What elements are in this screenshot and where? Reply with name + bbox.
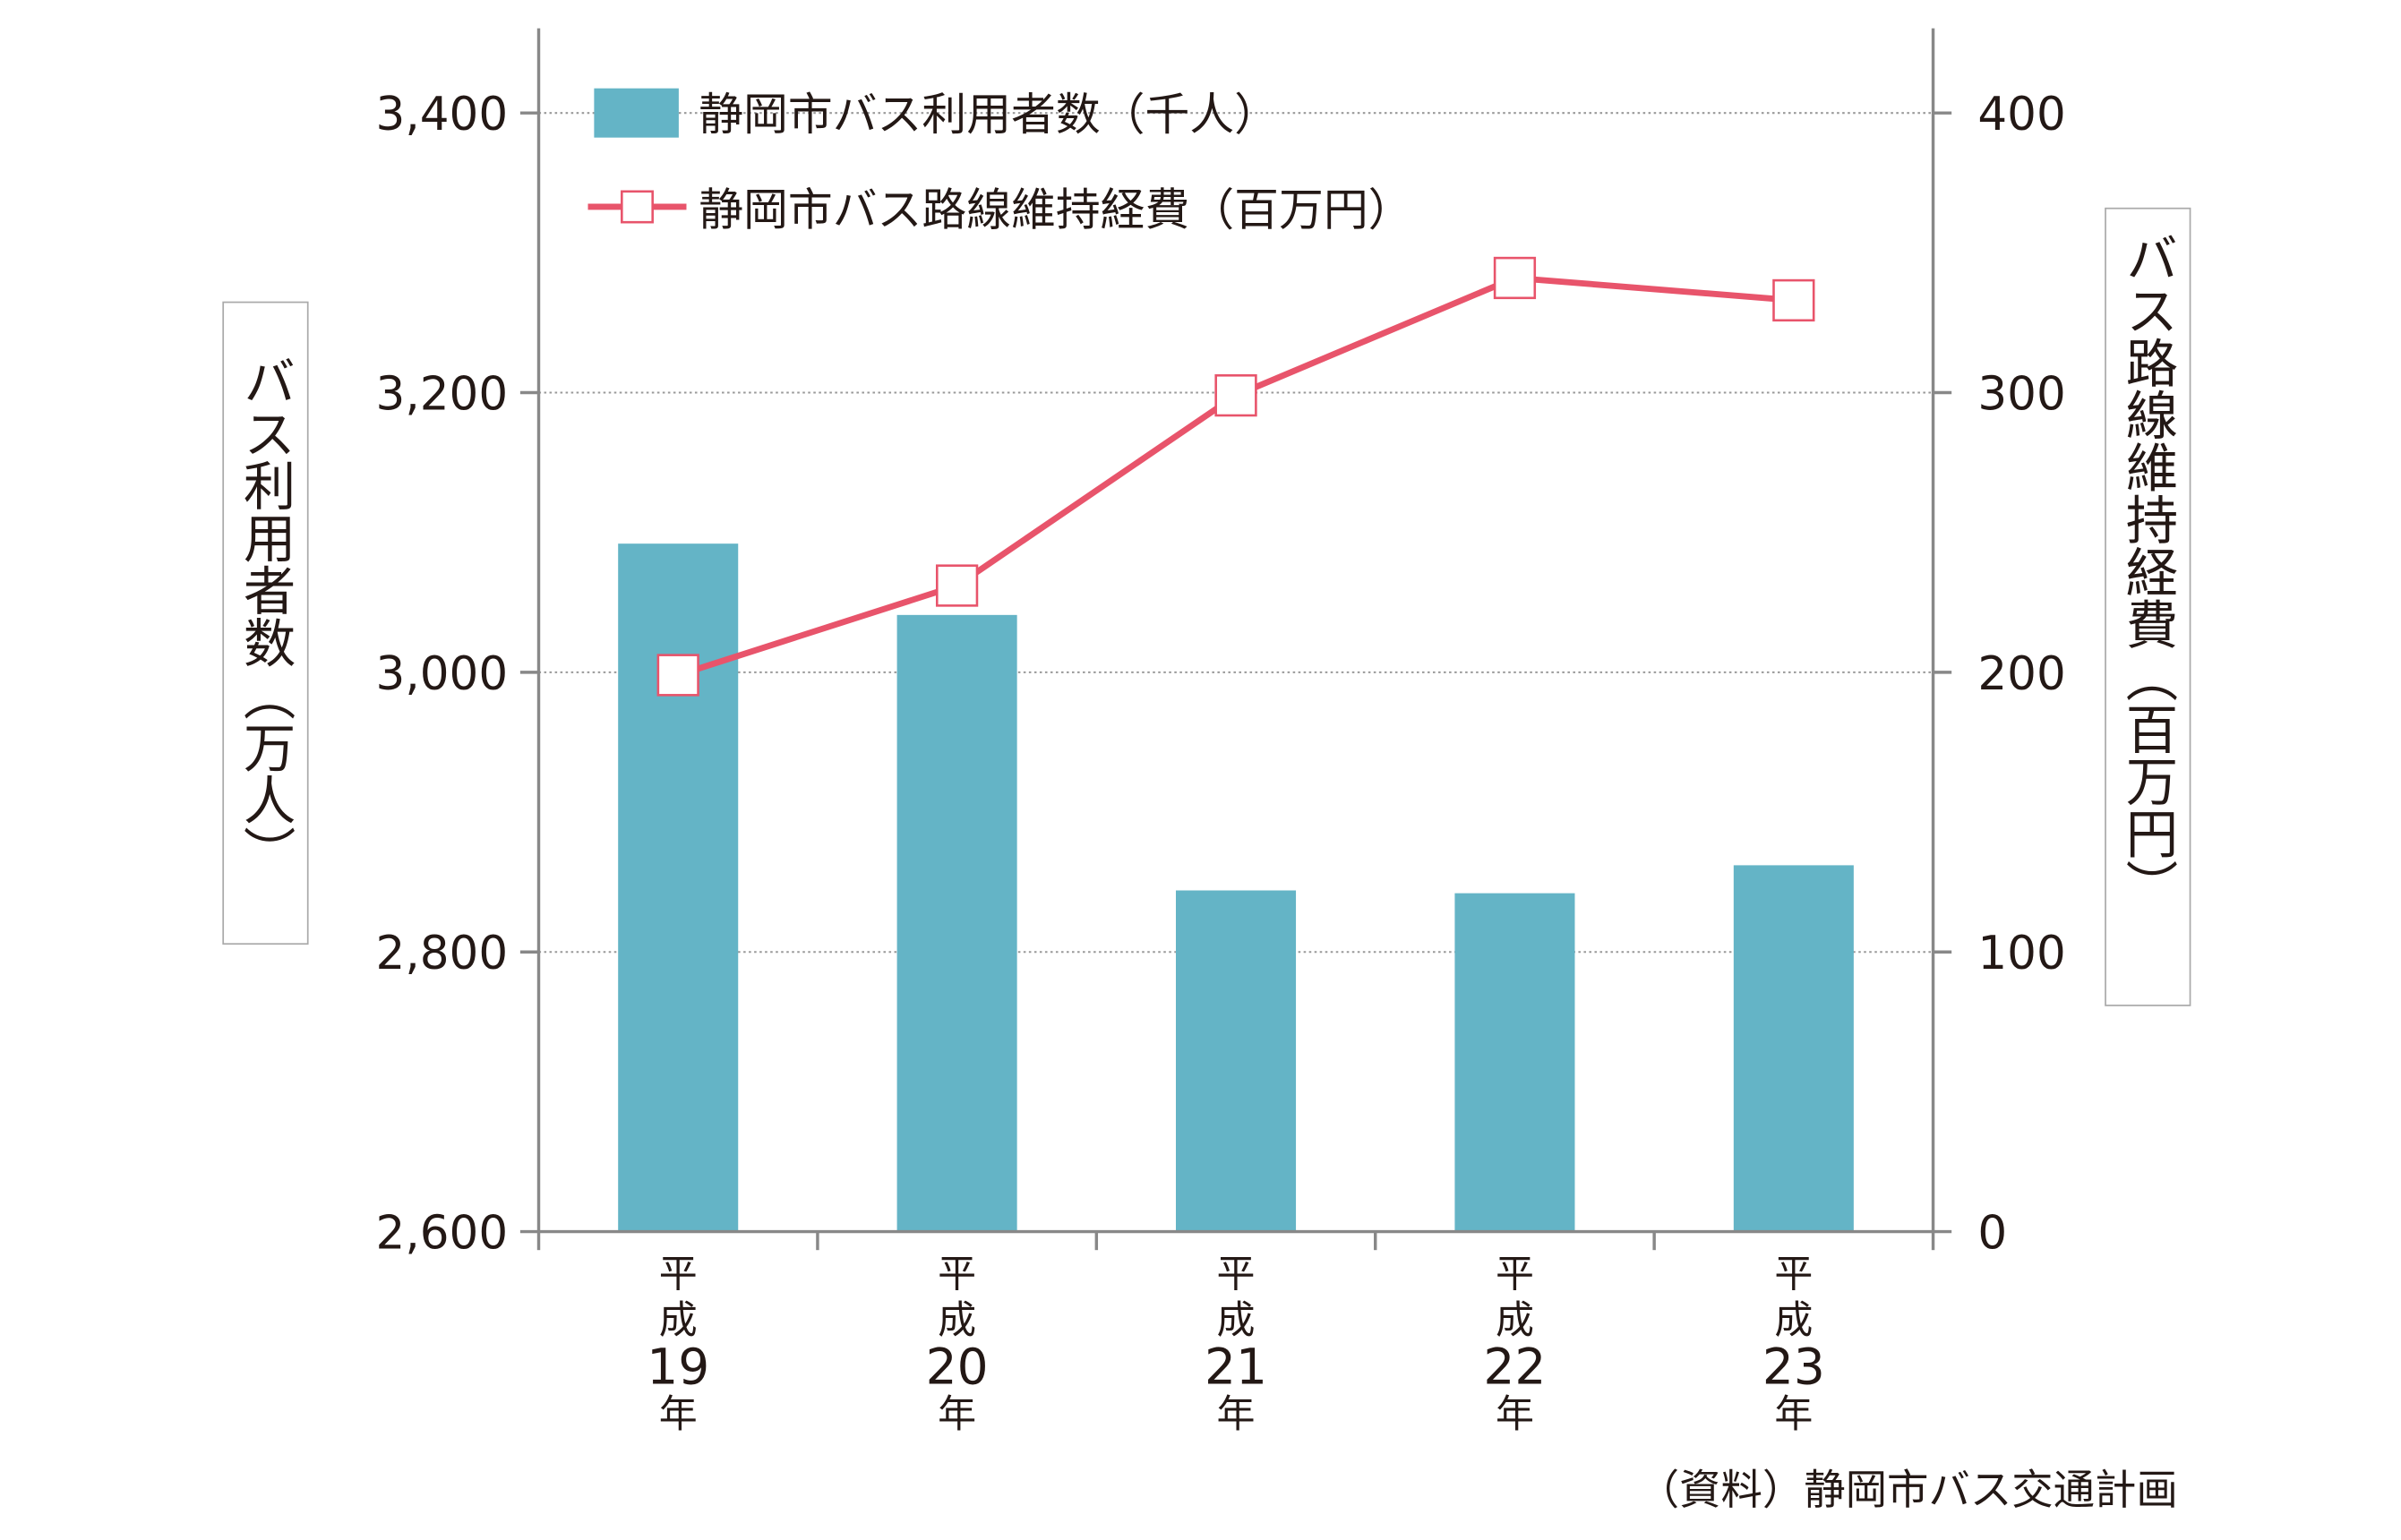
category-era-1: 平: [1496, 1252, 1534, 1296]
legend-bar-label: 静岡市バス利用者数（千人）: [699, 89, 1279, 141]
left-axis-title-box: [222, 301, 309, 945]
category-suffix: 年: [1774, 1392, 1813, 1437]
bar-22: [1454, 893, 1575, 1232]
right-tick-label: 300: [1977, 367, 2065, 421]
legend-bar-swatch: [594, 88, 679, 138]
left-tick-labels: 2,600 2,800 3,000 3,200 3,400: [376, 88, 509, 1260]
left-tick-label: 3,200: [376, 367, 509, 421]
category-era-1: 平: [1217, 1252, 1256, 1296]
line-marker-22: [1493, 256, 1537, 300]
category-suffix: 年: [1496, 1392, 1534, 1437]
right-tick-label: 0: [1977, 1206, 2007, 1260]
bar-21: [1176, 890, 1297, 1232]
line-marker-20: [935, 564, 979, 607]
bar-19: [618, 543, 739, 1232]
category-suffix: 年: [1217, 1392, 1256, 1437]
right-tick-label: 200: [1977, 647, 2065, 701]
legend-line-marker: [621, 190, 654, 224]
category-era-2: 成: [659, 1298, 698, 1343]
left-tick-label: 2,800: [376, 927, 509, 980]
left-tick-label: 3,400: [376, 88, 509, 141]
category-year: 22: [1483, 1339, 1546, 1396]
left-axis-title-text: バス利用者数（万人）: [235, 355, 296, 877]
left-tick-label: 2,600: [376, 1206, 509, 1260]
legend-line-label: 静岡市バス路線維持経費（百万円）: [699, 184, 1412, 236]
category-year: 19: [647, 1339, 709, 1396]
category-era-2: 成: [938, 1298, 976, 1343]
axes: [519, 28, 1952, 1251]
category-era-2: 成: [1774, 1298, 1813, 1343]
category-suffix: 年: [659, 1392, 698, 1437]
right-axis-title-text: バス路線維持経費（百万円）: [2116, 231, 2177, 911]
category-suffix: 年: [938, 1392, 976, 1437]
bar-20: [896, 614, 1017, 1232]
source-note: （資料）静岡市バス交通計画: [1638, 1466, 2178, 1514]
category-year: 20: [926, 1339, 989, 1396]
left-axis-title: バス利用者数（万人）: [222, 301, 309, 945]
legend: 静岡市バス利用者数（千人） 静岡市バス路線維持経費（百万円）: [587, 88, 1412, 236]
right-tick-label: 400: [1977, 88, 2065, 141]
right-tick-labels: 0 100 200 300 400: [1977, 88, 2065, 1260]
line-series: [656, 256, 1815, 697]
right-axis-title: バス路線維持経費（百万円）: [2105, 207, 2191, 1006]
bars: [618, 543, 1854, 1232]
line-marker-23: [1772, 278, 1815, 322]
category-era-2: 成: [1217, 1298, 1256, 1343]
category-year: 23: [1762, 1339, 1825, 1396]
gridlines: [538, 112, 1934, 954]
right-axis-title-box: [2105, 207, 2191, 1006]
category-era-1: 平: [1774, 1252, 1813, 1296]
line-path: [677, 274, 1795, 679]
category-era-1: 平: [938, 1252, 976, 1296]
line-marker-19: [656, 654, 699, 697]
right-tick-label: 100: [1977, 927, 2065, 980]
category-era-2: 成: [1496, 1298, 1534, 1343]
line-marker-21: [1214, 374, 1257, 417]
bar-23: [1733, 865, 1854, 1232]
category-year: 21: [1205, 1339, 1267, 1396]
left-tick-label: 3,000: [376, 647, 509, 701]
category-era-1: 平: [659, 1252, 698, 1296]
